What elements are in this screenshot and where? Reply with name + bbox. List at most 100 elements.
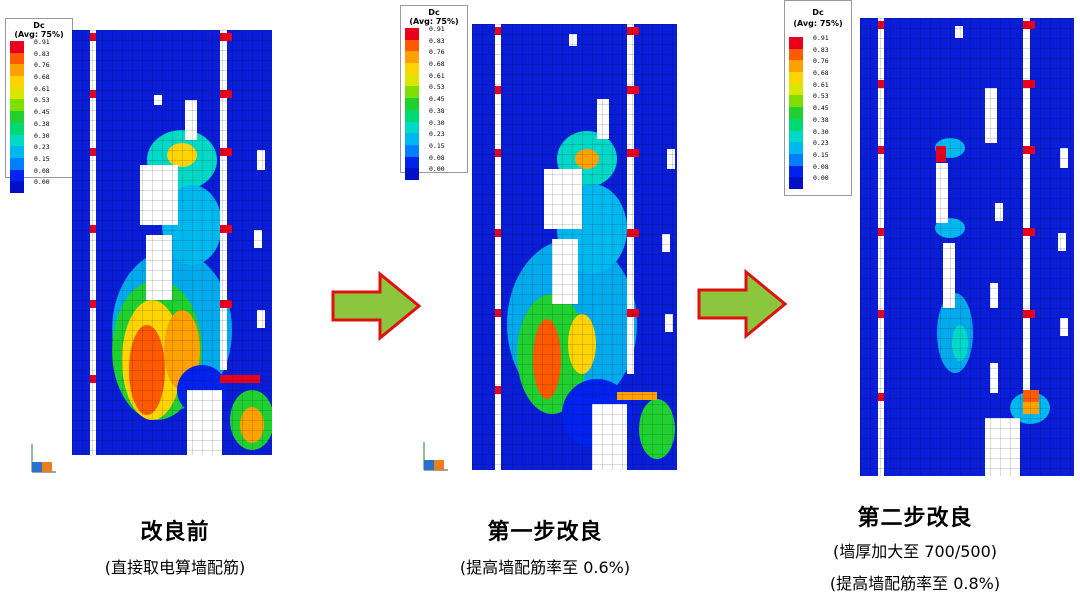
- legend-swatch: [789, 60, 803, 73]
- legend-tick: 0.08: [429, 153, 445, 162]
- legend-swatch: [10, 181, 24, 193]
- caption-subtitle: (墙厚加大至 700/500): [832, 542, 998, 561]
- legend-tick: 0.23: [429, 130, 445, 139]
- legend-tick: 0.00: [429, 165, 445, 174]
- legend-swatch: [789, 142, 803, 154]
- legend-row: 0.23: [403, 130, 469, 145]
- legend-row: 0.08: [8, 166, 74, 182]
- wall-contour-panel-1: [72, 30, 272, 455]
- legend-swatch: [789, 177, 803, 189]
- legend-swatch: [10, 169, 24, 182]
- caption-title: 第二步改良: [857, 506, 973, 531]
- legend-tick: 0.45: [813, 104, 829, 113]
- legend-swatch: [10, 157, 24, 170]
- legend-row: 0.53: [787, 92, 853, 108]
- legend-row: 0.23: [8, 143, 74, 158]
- legend-panel-1: Dc (Avg: 75%) 0.91 0.83 0.76 0.68 0.61 0.53 0.4…: [5, 18, 73, 193]
- legend-panel-3: Dc (Avg: 75%) 0.91 0.83 0.76 0.68 0.61 0.53 0.4…: [784, 0, 852, 196]
- legend-tick: 0.38: [34, 119, 50, 128]
- axis-triad-panel-2: [423, 442, 448, 471]
- legend-tick: 0.53: [34, 96, 50, 105]
- caption-subtitle: (直接取电算墙配筋): [104, 558, 246, 577]
- arrow-right-icon: [331, 270, 422, 342]
- legend-row: 0.91: [8, 38, 74, 53]
- legend-swatch: [405, 121, 419, 134]
- legend-tick: 0.68: [429, 60, 445, 69]
- legend-tick: 0.23: [813, 139, 829, 148]
- caption-title: 第一步改良: [487, 520, 603, 545]
- legend-title: Dc (Avg: 75%): [793, 8, 843, 28]
- legend-tick: 0.83: [429, 36, 445, 45]
- legend-swatch: [405, 133, 419, 145]
- legend-swatch: [789, 83, 803, 96]
- legend-row: 0.76: [787, 57, 853, 73]
- legend-panel-2: Dc (Avg: 75%) 0.91 0.83 0.76 0.68 0.61 0.53 0.4…: [400, 5, 468, 180]
- legend-tick: 0.38: [429, 106, 445, 115]
- legend-swatch: [10, 52, 24, 65]
- legend-swatch: [405, 144, 419, 157]
- caption-title: 改良前: [140, 520, 210, 545]
- legend-row: 0.08: [403, 153, 469, 169]
- legend-row: 0.08: [787, 163, 853, 178]
- legend-row: 0.45: [8, 108, 74, 123]
- legend-swatch: [789, 153, 803, 166]
- legend-row: 0.30: [787, 127, 853, 143]
- legend-tick: 0.61: [813, 80, 829, 89]
- legend-tick: 0.91: [429, 25, 445, 33]
- legend-row: 0.45: [403, 95, 469, 110]
- legend-swatch: [10, 122, 24, 135]
- legend-row: 0.15: [787, 150, 853, 166]
- legend-row: 0.30: [403, 119, 469, 134]
- legend-row: 0.83: [403, 36, 469, 52]
- legend-rows: 0.91 0.83 0.76 0.68 0.61 0.53 0.45 0.38 0.30 0.23…: [8, 38, 74, 193]
- legend-swatch: [789, 107, 803, 119]
- legend-tick: 0.30: [813, 127, 829, 136]
- legend-swatch: [789, 48, 803, 61]
- legend-swatch: [10, 146, 24, 158]
- arrow-right-icon: [697, 268, 788, 340]
- legend-tick: 0.08: [34, 166, 50, 175]
- legend-tick: 0.23: [34, 143, 50, 152]
- legend-swatch: [789, 95, 803, 108]
- legend-row: 0.53: [8, 96, 74, 112]
- legend-swatch: [405, 51, 419, 64]
- legend-row: 0.83: [8, 50, 74, 65]
- legend-row: 0.23: [787, 139, 853, 154]
- legend-swatch: [10, 134, 24, 147]
- caption-subtitle-2: (提高墙配筋率至 0.8%): [829, 574, 1001, 593]
- legend-row: 0.15: [8, 155, 74, 170]
- legend-tick: 0.91: [34, 38, 50, 46]
- legend-tick: 0.76: [429, 48, 445, 57]
- caption-panel-3: 第二步改良 (墙厚加大至 700/500) (提高墙配筋率至 0.8%): [790, 500, 1040, 594]
- legend-row: 0.61: [403, 71, 469, 87]
- legend-swatch: [405, 39, 419, 52]
- legend-row: 0.76: [403, 48, 469, 64]
- legend-swatch: [789, 165, 803, 178]
- legend-swatch: [789, 118, 803, 131]
- legend-rows: 0.91 0.83 0.76 0.68 0.61 0.53 0.45 0.38 0.30 0.23…: [787, 34, 853, 189]
- legend-row: 0.68: [403, 60, 469, 75]
- legend-tick: 0.30: [34, 131, 50, 140]
- legend-row: 0.38: [8, 119, 74, 135]
- legend-swatch: [405, 168, 419, 180]
- legend-tick: 0.61: [34, 84, 50, 93]
- legend-row: 0.38: [787, 116, 853, 131]
- legend-tick: 0.45: [429, 95, 445, 104]
- legend-swatch: [405, 86, 419, 99]
- legend-row: 0.68: [787, 69, 853, 84]
- legend-title: Dc (Avg: 75%): [409, 8, 459, 26]
- legend-swatch: [405, 156, 419, 169]
- caption-panel-2: 第一步改良 (提高墙配筋率至 0.6%): [420, 514, 670, 578]
- legend-swatch: [789, 72, 803, 84]
- legend-swatch: [789, 37, 803, 49]
- legend-tick: 0.61: [429, 71, 445, 80]
- legend-row: 0.91: [403, 25, 469, 40]
- legend-rows: 0.91 0.83 0.76 0.68 0.61 0.53 0.45 0.38 0.30 0.23…: [403, 25, 469, 180]
- wall-contour-panel-3: [860, 18, 1074, 476]
- wall-contour-panel-2: [472, 24, 677, 470]
- legend-tick: 0.15: [813, 150, 829, 159]
- legend-swatch: [10, 64, 24, 77]
- legend-swatch: [10, 41, 24, 53]
- legend-tick: 0.68: [34, 73, 50, 82]
- legend-row: 0.00: [403, 165, 469, 180]
